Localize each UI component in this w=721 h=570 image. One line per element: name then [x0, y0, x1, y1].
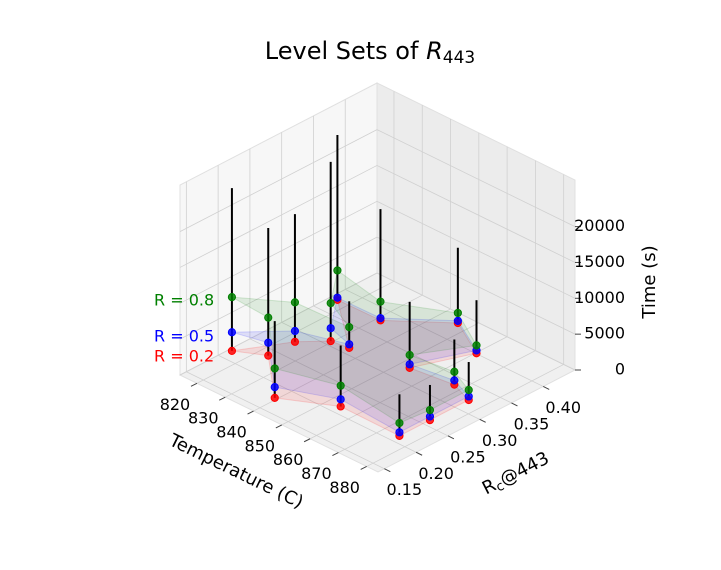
grid-line — [249, 338, 449, 437]
legend-label: R = 0.2 — [154, 347, 214, 366]
z-tick-label: 10000 — [574, 288, 625, 307]
data-point — [264, 313, 273, 322]
grid-line — [225, 294, 423, 398]
grid-line — [186, 371, 385, 470]
data-point — [395, 418, 404, 428]
data-point — [345, 322, 354, 332]
grid-line — [376, 165, 576, 263]
data-point — [336, 381, 345, 390]
data-point — [336, 402, 345, 411]
data-point — [333, 293, 342, 302]
grid-line — [376, 200, 576, 299]
chart-title: Level Sets of R443 — [265, 37, 475, 68]
y-tick-label: 0.35 — [514, 414, 550, 433]
grid-line — [179, 272, 378, 376]
data-point — [270, 393, 279, 402]
grid-line — [345, 289, 544, 387]
y-tick-label: 0.30 — [482, 431, 518, 450]
x-tick — [190, 382, 198, 387]
x-tick-label: 820 — [160, 395, 191, 414]
grid-line — [253, 308, 451, 412]
title-symbol: R — [426, 37, 443, 65]
y-tick-label: 0.20 — [418, 464, 454, 483]
legend-label: R = 0.5 — [154, 327, 214, 346]
y-tick — [447, 435, 455, 440]
data-point — [345, 340, 354, 349]
data-point — [405, 350, 414, 360]
x-tick-label: 870 — [301, 464, 332, 483]
z-tick-label: 15000 — [574, 252, 625, 271]
data-point — [227, 328, 237, 337]
data-point — [376, 297, 385, 306]
grid-line — [376, 236, 576, 335]
data-point — [290, 337, 300, 346]
y-tick-label: 0.40 — [545, 398, 581, 417]
grid-line — [376, 129, 576, 227]
grid-line — [338, 350, 536, 453]
x-tick-label: 850 — [245, 436, 276, 455]
grid-line — [281, 322, 480, 426]
x-axis-label: Temperature (C) — [165, 430, 307, 513]
z-axis-label: Time (s) — [639, 245, 660, 319]
data-point — [450, 367, 459, 376]
title-subscript: 443 — [443, 48, 475, 68]
grid-line — [281, 321, 480, 420]
data-point — [270, 382, 279, 392]
data-point — [336, 395, 345, 404]
data-point — [333, 266, 342, 275]
data-point — [227, 346, 237, 355]
data-point — [453, 316, 462, 325]
y-tick — [511, 402, 518, 407]
x-tick — [303, 438, 311, 443]
x-tick — [332, 452, 339, 457]
x-tick — [360, 466, 367, 470]
grid-line — [217, 354, 417, 453]
data-point — [395, 428, 404, 437]
data-point — [264, 351, 273, 360]
data-point — [450, 376, 459, 385]
y-tick-label: 0.25 — [450, 447, 486, 466]
y-tick — [384, 468, 391, 473]
data-point — [425, 405, 435, 415]
y-axis-label: Rc@443 — [479, 448, 553, 501]
z-tick-label: 5000 — [584, 324, 625, 343]
data-point — [326, 299, 335, 308]
title-text: Level Sets of — [265, 37, 426, 65]
data-point — [290, 326, 300, 336]
data-point — [326, 337, 335, 346]
data-point — [405, 360, 414, 369]
x-tick-label: 880 — [329, 478, 360, 497]
z-tick-label: 0 — [615, 360, 625, 379]
grid-line — [179, 165, 378, 268]
y-tick-label: 0.15 — [387, 480, 423, 499]
x-tick-label: 830 — [188, 409, 219, 428]
data-point — [453, 308, 462, 318]
x-tick — [247, 410, 254, 415]
grid-line — [179, 236, 378, 340]
x-tick — [219, 396, 226, 401]
y-tick — [543, 386, 550, 390]
data-point — [326, 324, 335, 333]
grid-line — [179, 200, 378, 304]
y-tick — [479, 418, 486, 423]
data-point — [376, 314, 385, 323]
grid-line — [366, 364, 564, 467]
data-point — [464, 385, 473, 395]
x-tick-label: 840 — [216, 423, 247, 442]
x-tick — [275, 424, 283, 429]
x-tick-label: 860 — [273, 450, 304, 469]
data-point — [472, 341, 481, 350]
y-label-rest: @443 — [496, 448, 552, 490]
z-tick-label: 20000 — [574, 216, 625, 235]
data-point — [270, 364, 279, 373]
legend-label: R = 0.8 — [154, 291, 214, 310]
data-point — [290, 298, 300, 307]
grid-line — [179, 129, 378, 232]
y-tick — [415, 451, 423, 456]
data-point — [264, 338, 273, 347]
data-point — [227, 293, 237, 302]
